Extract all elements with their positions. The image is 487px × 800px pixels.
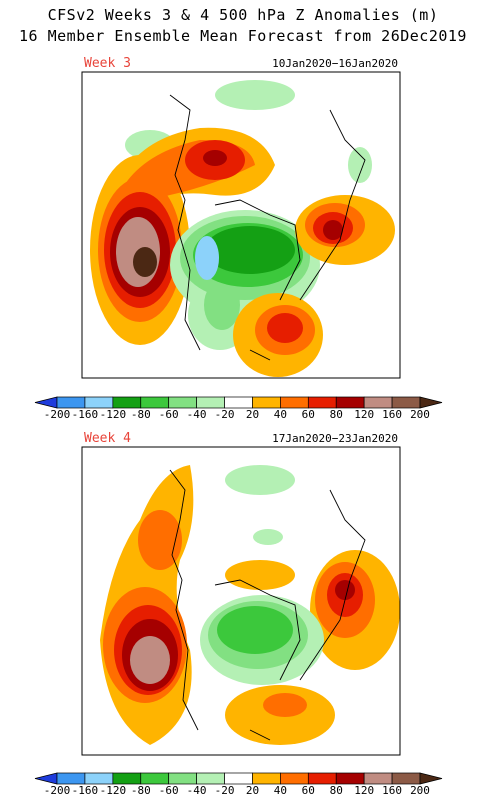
colorbar-tick-label: 40	[274, 784, 287, 797]
colorbar: -200 -160 -120 -80 -60 -40 -20 20 40 60 80 120 160 20…	[34, 772, 443, 797]
panel-label: Week 3	[84, 56, 131, 71]
colorbar-tick-label: 60	[302, 408, 315, 421]
colorbar-box	[335, 396, 365, 409]
colorbar-tick-label: 20	[246, 408, 259, 421]
colorbar-tick-label: 120	[354, 408, 374, 421]
colorbar-tick-label: 200	[410, 408, 430, 421]
colorbar-box	[196, 396, 225, 409]
colorbar-arrow	[34, 772, 58, 785]
colorbar-tick-label: -40	[187, 784, 207, 797]
colorbar-box	[140, 396, 170, 409]
colorbar-tick-label: 80	[330, 784, 343, 797]
map-frame	[81, 446, 401, 756]
colorbar-box	[84, 396, 114, 409]
colorbar-box	[307, 396, 337, 409]
title-line: 16 Member Ensemble Mean Forecast from 26…	[19, 27, 467, 45]
map-frame	[81, 71, 401, 379]
colorbar-tick-label: -20	[215, 784, 235, 797]
colorbar-box	[56, 772, 86, 785]
colorbar-box	[112, 396, 142, 409]
colorbar-tick-label: 20	[246, 784, 259, 797]
colorbar-box	[168, 772, 197, 785]
colorbar-arrow	[34, 396, 58, 409]
colorbar-tick-label: 160	[382, 784, 402, 797]
colorbar-tick-label: -200	[44, 784, 71, 797]
colorbar-box	[224, 396, 253, 409]
colorbar-tick-label: 200	[410, 784, 430, 797]
colorbar-tick-label: -120	[100, 408, 127, 421]
colorbar-tick-label: -120	[100, 784, 127, 797]
colorbar-box	[280, 396, 309, 409]
colorbar-box	[140, 772, 170, 785]
colorbar-tick-label: 40	[274, 408, 287, 421]
colorbar-tick-label: -60	[159, 784, 179, 797]
colorbar-tick-label: -80	[131, 408, 151, 421]
colorbar-box	[224, 772, 253, 785]
colorbar-tick-label: 120	[354, 784, 374, 797]
colorbar-box	[84, 772, 114, 785]
colorbar-box	[363, 396, 393, 409]
colorbar-box	[252, 396, 281, 409]
colorbar-box	[196, 772, 225, 785]
colorbar-box	[391, 772, 421, 785]
panel-label: Week 4	[84, 431, 131, 446]
panel-dates: 17Jan2020−23Jan2020	[272, 432, 398, 445]
colorbar-box	[168, 396, 197, 409]
colorbar-tick-label: -40	[187, 408, 207, 421]
colorbar-tick-label: -60	[159, 408, 179, 421]
colorbar-box	[112, 772, 142, 785]
title-line: CFSv2 Weeks 3 & 4 500 hPa Z Anomalies (m…	[48, 6, 439, 24]
colorbar-tick-label: 60	[302, 784, 315, 797]
colorbar: -200 -160 -120 -80 -60 -40 -20 20 40 60 80 120 160 20…	[34, 396, 443, 421]
colorbar-tick-label: -200	[44, 408, 71, 421]
colorbar-box	[56, 396, 86, 409]
colorbar-box	[280, 772, 309, 785]
colorbar-tick-label: -80	[131, 784, 151, 797]
colorbar-tick-label: -20	[215, 408, 235, 421]
colorbar-arrow	[419, 396, 443, 409]
colorbar-box	[252, 772, 281, 785]
panel-dates: 10Jan2020−16Jan2020	[272, 57, 398, 70]
colorbar-box	[307, 772, 337, 785]
colorbar-box	[391, 396, 421, 409]
colorbar-tick-label: -160	[72, 784, 99, 797]
map-week4	[100, 465, 400, 745]
colorbar-box	[335, 772, 365, 785]
colorbar-box	[363, 772, 393, 785]
colorbar-tick-label: -160	[72, 408, 99, 421]
colorbar-tick-label: 160	[382, 408, 402, 421]
map-week3	[90, 80, 395, 377]
colorbar-tick-label: 80	[330, 408, 343, 421]
colorbar-arrow	[419, 772, 443, 785]
